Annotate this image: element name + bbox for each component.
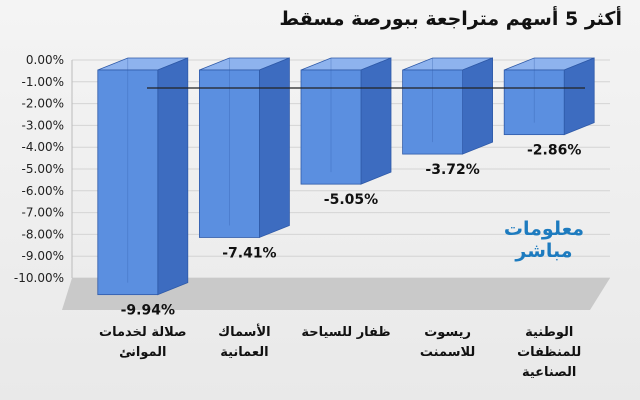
bar-side-face bbox=[361, 58, 391, 184]
x-tick-label-line: الوطنية bbox=[525, 325, 573, 340]
x-tick-label: الوطنية للمنظفات الصناعية bbox=[517, 325, 581, 380]
bar bbox=[199, 58, 289, 237]
x-tick-label: صلالة لخدمات الموانئ bbox=[99, 325, 186, 360]
bar-side-face bbox=[463, 58, 493, 154]
y-tick-label: -7.00% bbox=[22, 206, 64, 220]
x-tick-label-line: للاسمنت bbox=[420, 345, 475, 360]
data-label: -9.94% bbox=[121, 303, 175, 319]
x-tick-label-line: صلالة لخدمات bbox=[99, 325, 186, 340]
x-tick-label: ظفار للسياحة bbox=[301, 325, 390, 340]
y-tick-label: -5.00% bbox=[22, 162, 64, 176]
x-tick-label: ريسوت للاسمنت bbox=[420, 325, 475, 360]
x-tick-label-line: الصناعية bbox=[522, 365, 576, 380]
logo-line-1: معلومات bbox=[494, 218, 594, 240]
x-tick-label: الأسماك العمانية bbox=[218, 323, 270, 360]
bar bbox=[301, 58, 391, 184]
y-tick-label: -6.00% bbox=[22, 184, 64, 198]
y-tick-label: -2.00% bbox=[22, 97, 64, 111]
y-tick-label: -10.00% bbox=[14, 271, 64, 285]
bar bbox=[98, 58, 188, 295]
y-tick-label: 0.00% bbox=[26, 53, 64, 67]
x-tick-label-line: العمانية bbox=[220, 345, 268, 360]
bar bbox=[504, 58, 594, 135]
bar-side-face bbox=[564, 58, 594, 135]
x-tick-label-line: للمنظفات bbox=[517, 345, 581, 360]
logo: معلومات مباشر bbox=[494, 218, 594, 262]
y-tick-label: -9.00% bbox=[22, 249, 64, 263]
logo-line-2: مباشر bbox=[494, 240, 594, 262]
y-axis: 0.00% -1.00% -2.00% -3.00% -4.00% -5.00% -6.00… bbox=[14, 53, 72, 285]
data-label: -7.41% bbox=[222, 245, 276, 261]
y-tick-label: -8.00% bbox=[22, 227, 64, 241]
y-tick-label: -1.00% bbox=[22, 75, 64, 89]
data-label: -2.86% bbox=[527, 143, 581, 159]
bar-side-face bbox=[158, 58, 188, 295]
data-label: -3.72% bbox=[425, 162, 479, 178]
data-label: -5.05% bbox=[324, 192, 378, 208]
x-tick-label-line: ظفار للسياحة bbox=[301, 325, 390, 340]
x-axis: صلالة لخدمات الموانئ الأسماك العمانية ظفار ل… bbox=[99, 323, 581, 380]
bar-side-face bbox=[259, 58, 289, 237]
x-tick-label-line: الموانئ bbox=[119, 345, 166, 360]
bar bbox=[403, 58, 493, 154]
y-tick-label: -4.00% bbox=[22, 140, 64, 154]
x-tick-label-line: ريسوت bbox=[424, 325, 471, 340]
x-tick-label-line: الأسماك bbox=[218, 323, 270, 340]
y-tick-label: -3.00% bbox=[22, 118, 64, 132]
